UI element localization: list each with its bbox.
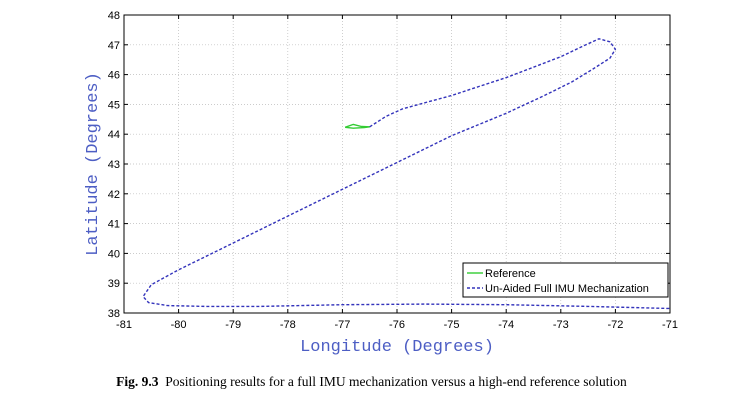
x-tick-label: -78 xyxy=(280,319,296,331)
y-tick-label: 40 xyxy=(108,248,120,260)
caption-label: Fig. 9.3 xyxy=(116,374,159,389)
axis-ticks: -81 -80 -79 -78 -77 -76 -75 -74 -73 -72 -71 38 39 40 4… xyxy=(108,10,678,331)
x-tick-label: -81 xyxy=(116,319,132,331)
y-axis-label: Latitude (Degrees) xyxy=(84,72,103,256)
y-tick-label: 43 xyxy=(108,159,120,171)
y-tick-label: 38 xyxy=(108,308,120,320)
legend: Reference Un-Aided Full IMU Mechanizatio… xyxy=(462,262,669,298)
y-tick-label: 42 xyxy=(108,189,120,201)
x-tick-label: -80 xyxy=(171,319,187,331)
y-tick-label: 41 xyxy=(108,219,120,231)
x-tick-label: -74 xyxy=(498,319,514,331)
y-tick-label: 46 xyxy=(108,70,120,82)
x-tick-label: -76 xyxy=(389,319,405,331)
legend-entry-imu: Un-Aided Full IMU Mechanization xyxy=(485,283,649,295)
y-tick-label: 45 xyxy=(108,99,120,111)
x-tick-label: -73 xyxy=(553,319,569,331)
series-lines xyxy=(142,38,671,310)
y-tick-label: 39 xyxy=(108,278,120,290)
x-axis-label: Longitude (Degrees) xyxy=(300,338,494,357)
y-tick-label: 47 xyxy=(108,40,120,52)
legend-entry-reference: Reference xyxy=(485,268,536,280)
y-tick-label: 44 xyxy=(108,129,120,141)
x-tick-label: -79 xyxy=(225,319,241,331)
series-line-reference xyxy=(344,123,371,129)
x-tick-label: -72 xyxy=(607,319,623,331)
series-line-imu xyxy=(142,38,671,310)
caption-text: Positioning results for a full IMU mecha… xyxy=(165,374,627,389)
y-tick-label: 48 xyxy=(108,10,120,22)
figure-caption: Fig. 9.3 Positioning results for a full … xyxy=(0,374,743,390)
trajectory-chart: -81 -80 -79 -78 -77 -76 -75 -74 -73 -72 -71 38 39 40 4… xyxy=(84,10,678,357)
grid xyxy=(123,14,671,314)
x-tick-label: -75 xyxy=(444,319,460,331)
x-tick-label: -71 xyxy=(662,319,678,331)
legend-box xyxy=(462,262,669,298)
x-tick-label: -77 xyxy=(334,319,350,331)
